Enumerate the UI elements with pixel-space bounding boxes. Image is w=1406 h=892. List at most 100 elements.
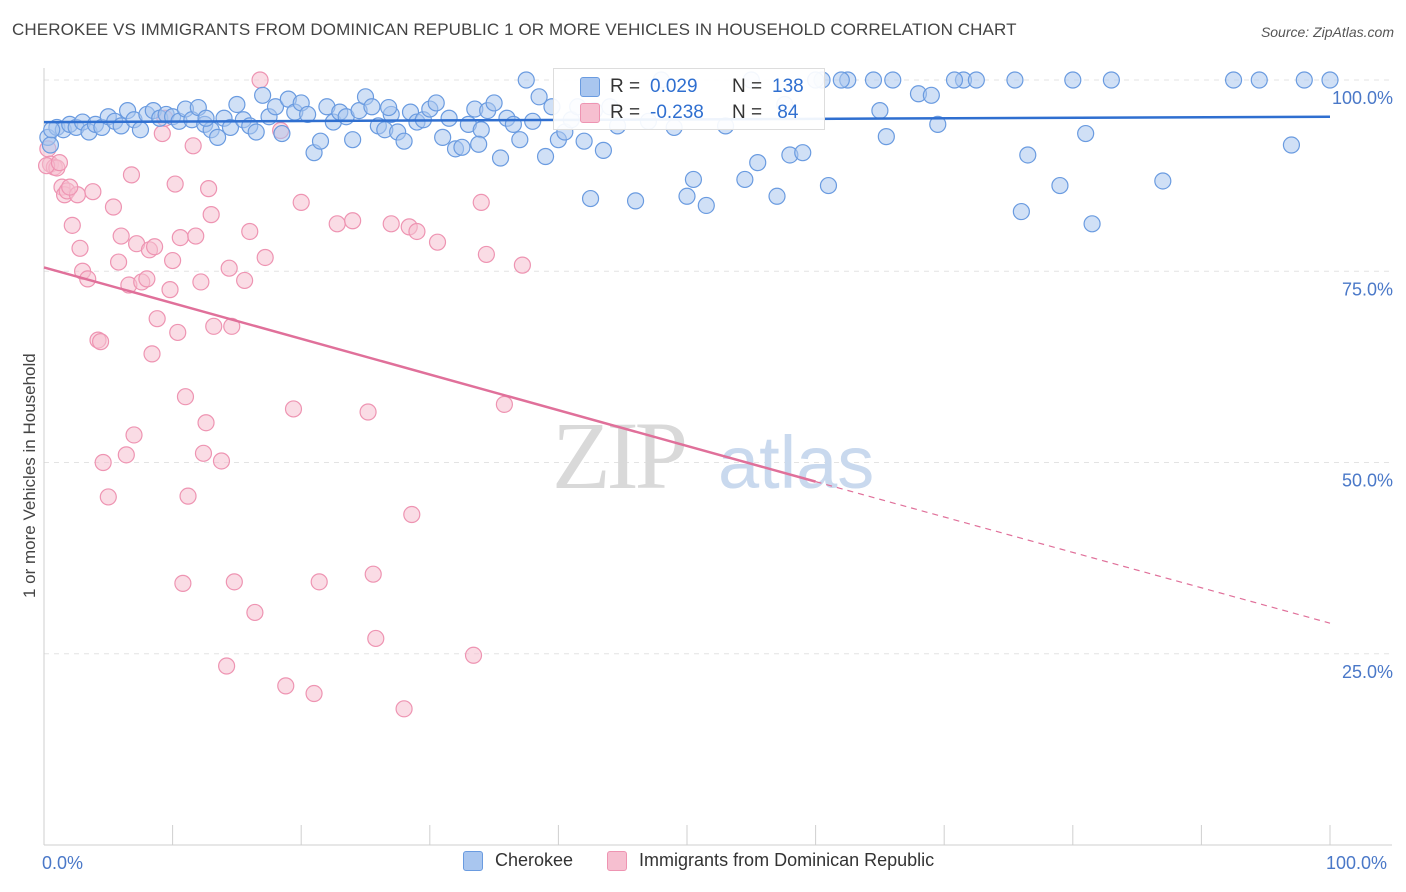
dominican-point-70 (382, 215, 400, 233)
axes (43, 68, 1392, 846)
cherokee-point-112 (967, 71, 985, 89)
cherokee-point-75 (517, 71, 535, 89)
dominican-point-76 (464, 646, 483, 664)
dominican-point-53 (225, 573, 243, 591)
legend-swatch-dominican (607, 850, 628, 871)
legend-item-dominican[interactable]: Immigrants from Dominican Republic (607, 850, 934, 871)
cherokee-point-105 (871, 101, 889, 120)
stats-swatch-cherokee (580, 77, 600, 97)
stats-n-label: N = (732, 76, 763, 97)
cherokee-point-62 (434, 128, 452, 146)
y-tick-label-75: 75.0% (1342, 279, 1393, 299)
cherokee-point-15 (131, 121, 150, 139)
dominican-point-50 (218, 657, 236, 675)
dominican-point-35 (166, 175, 184, 193)
dominican-point-45 (197, 414, 215, 432)
dominican-point-49 (212, 452, 231, 470)
dominican-point-28 (143, 345, 161, 363)
dominican-point-30 (148, 310, 166, 328)
y-axis-label: 1 or more Vehicles in Household (20, 353, 39, 598)
cherokee-point-133 (832, 71, 850, 89)
stats-n-value-dominican: 84 (772, 102, 799, 123)
watermark-zip: ZIP (552, 402, 685, 509)
dominican-point-12 (84, 183, 102, 201)
cherokee-point-135 (197, 109, 215, 127)
stats-box: R = 0.029 N = 138 R = -0.238 N = 84 (553, 68, 825, 130)
cherokee-point-36 (266, 98, 285, 116)
cherokee-point-77 (530, 88, 548, 106)
legend: Cherokee Immigrants from Dominican Repub… (463, 850, 968, 871)
dominican-point-46 (200, 180, 218, 198)
dominican-point-56 (246, 603, 264, 622)
cherokee-point-134 (380, 98, 398, 117)
dominican-point-78 (477, 245, 495, 264)
cherokee-point-85 (581, 189, 600, 208)
dominican-point-43 (192, 273, 210, 291)
dominican-point-37 (171, 228, 189, 247)
stats-r-label: R = (610, 76, 641, 97)
dominican-point-16 (99, 488, 117, 506)
legend-swatch-cherokee (463, 850, 483, 871)
x-tick-label-min: 0.0% (42, 853, 83, 873)
cherokee-point-48 (344, 131, 362, 149)
dominican-point-39 (176, 388, 195, 406)
cherokee-point-73 (504, 115, 522, 133)
dominican-point-15 (94, 453, 112, 472)
cherokee-point-123 (1282, 136, 1301, 154)
legend-item-cherokee[interactable]: Cherokee (463, 850, 573, 871)
cherokee-point-119 (1083, 215, 1101, 233)
cherokee-point-124 (1295, 71, 1313, 89)
cherokee-point-121 (1224, 71, 1243, 89)
cherokee-point-70 (485, 94, 503, 112)
cherokee-point-122 (1250, 71, 1268, 89)
dominican-point-33 (161, 281, 179, 299)
cherokee-point-61 (427, 94, 445, 112)
dominican-point-69 (367, 629, 385, 648)
dominican-point-63 (305, 684, 323, 703)
dominican-point-73 (403, 505, 421, 524)
grid-lines (44, 79, 1392, 655)
cherokee-point-107 (884, 71, 902, 89)
cherokee-point-65 (453, 138, 471, 156)
dominican-point-51 (220, 259, 238, 277)
dominican-point-71 (395, 700, 413, 718)
cherokee-point-98 (768, 187, 786, 205)
dominican-point-40 (179, 487, 197, 505)
legend-label-cherokee: Cherokee (495, 850, 574, 870)
cherokee-point-132 (1102, 71, 1120, 89)
dominican-point-44 (194, 444, 213, 462)
dominican-point-65 (328, 215, 346, 233)
cherokee-point-115 (1019, 146, 1037, 164)
cherokee-point-120 (1154, 172, 1172, 190)
cherokee-point-97 (749, 154, 767, 172)
dominican-point-34 (164, 251, 182, 270)
dominican-point-42 (187, 227, 205, 245)
cherokee-point-41 (299, 105, 317, 124)
dominican-point-68 (364, 565, 382, 583)
cherokee-point-88 (626, 192, 645, 210)
cherokee-point-128 (470, 135, 488, 153)
dominican-point-61 (284, 400, 303, 418)
dominican-point-60 (277, 677, 295, 695)
dominican-point-22 (122, 166, 141, 184)
stats-n-value-cherokee: 138 (772, 76, 804, 97)
dominican-point-17 (104, 198, 123, 216)
cherokee-point-116 (1051, 176, 1069, 195)
dominican-point-62 (292, 193, 310, 211)
cherokee-point-56 (395, 132, 413, 150)
watermark: ZIP atlas (552, 402, 874, 509)
legend-label-dominican: Immigrants from Dominican Republic (639, 850, 935, 870)
source-label: Source: ZipAtlas.com (1260, 24, 1394, 40)
stats-n-label: N = (732, 102, 763, 123)
dominican-point-54 (236, 271, 254, 290)
cherokee-point-51 (363, 98, 381, 116)
cherokee-point-78 (536, 147, 555, 166)
dominican-point-74 (408, 222, 426, 241)
cherokee-point-71 (491, 149, 510, 167)
cherokee-point-100 (794, 144, 812, 162)
dominican-point-48 (205, 317, 223, 335)
cherokee-point-92 (684, 170, 703, 189)
stats-r-label: R = (610, 102, 641, 123)
dominican-point-82 (61, 178, 79, 196)
